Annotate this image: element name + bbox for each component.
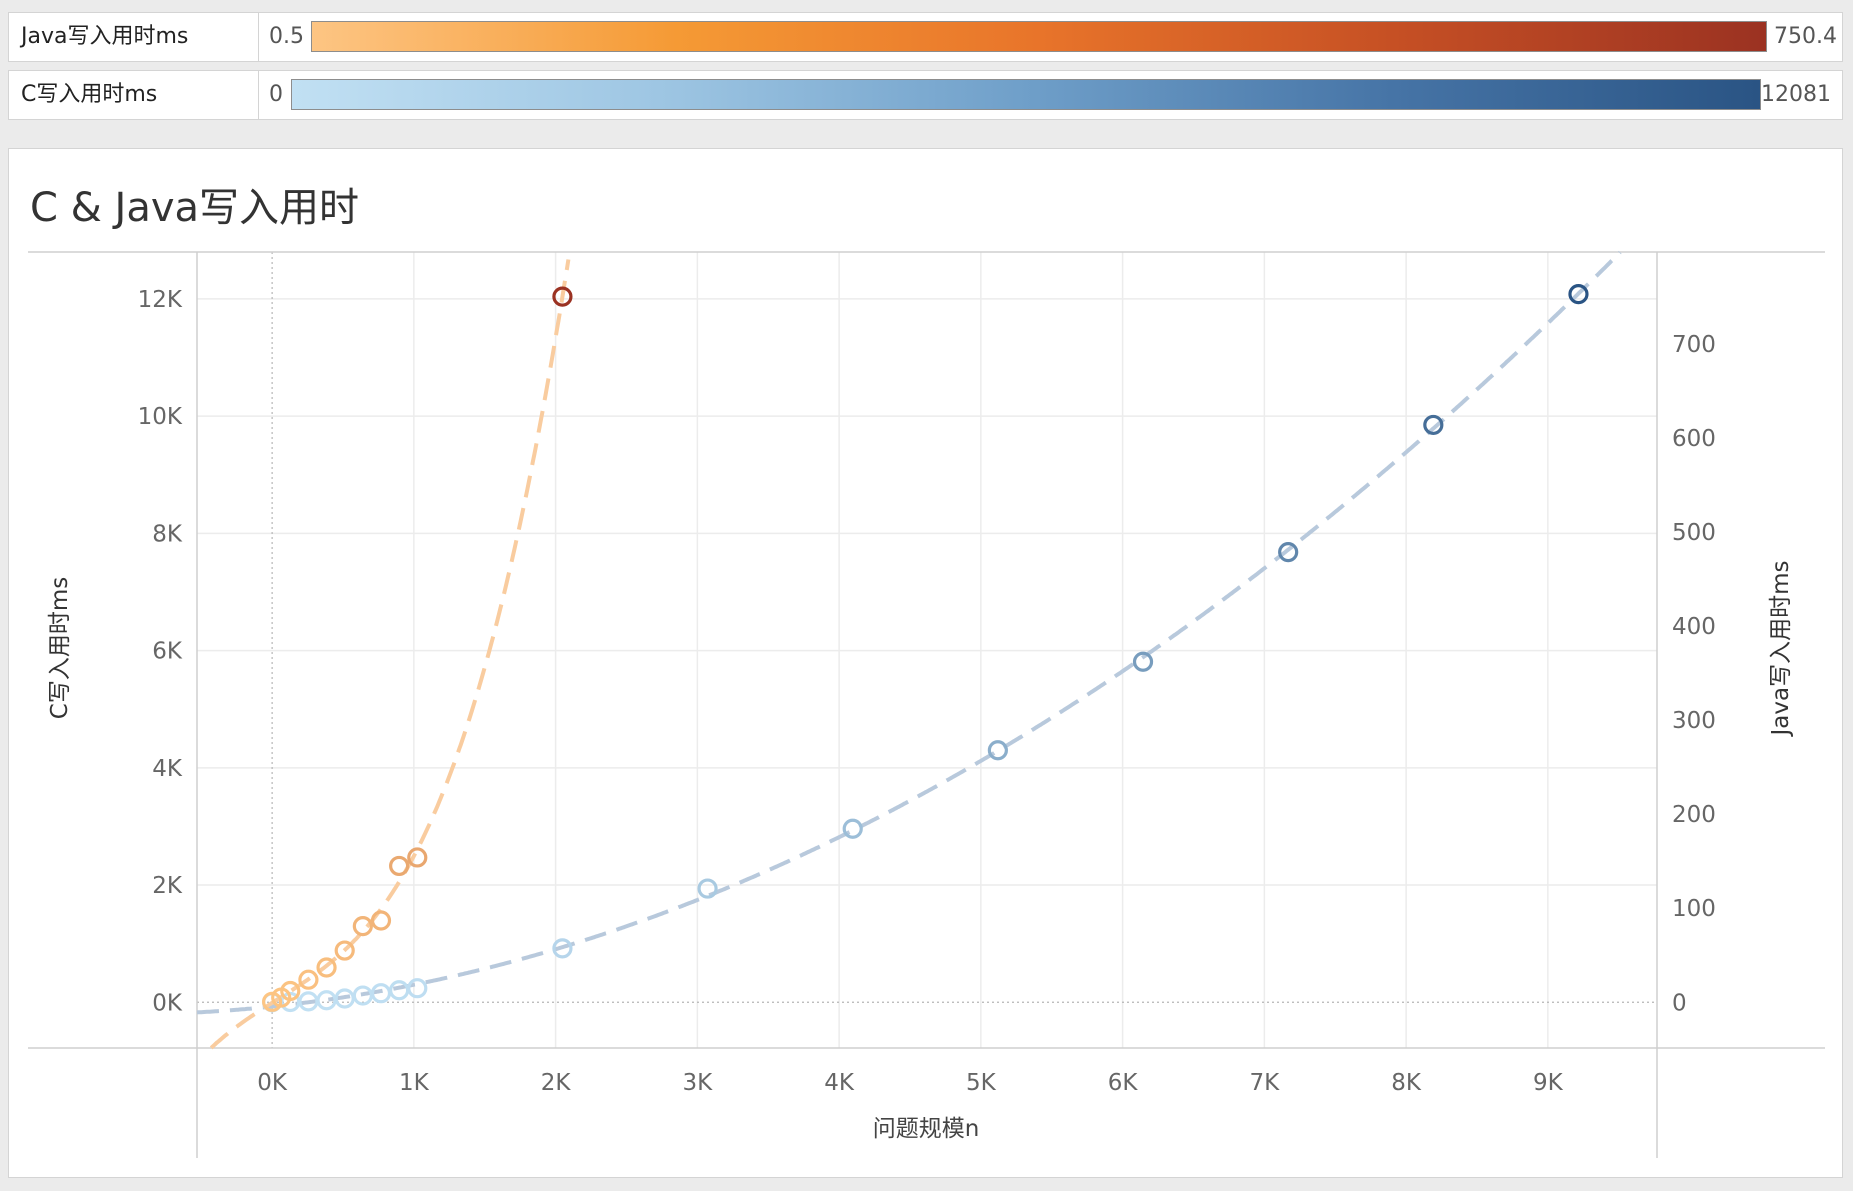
- c-gradient-bar: [291, 79, 1761, 110]
- y-left-tick-label: 6K: [152, 639, 183, 665]
- c-data-point: [697, 878, 718, 899]
- x-axis-ticks: 0K 1K 2K 3K 4K 5K 6K 7K 8K 9K: [257, 1070, 1563, 1096]
- y-right-tick-label: 400: [1672, 614, 1716, 640]
- c-data-point: [407, 978, 428, 999]
- x-tick-label: 7K: [1249, 1070, 1280, 1096]
- c-data-point: [552, 938, 573, 959]
- java-gradient-bar: [311, 21, 1767, 52]
- c-data-point: [987, 740, 1008, 761]
- y-right-tick-label: 300: [1672, 708, 1716, 734]
- c-data-point: [1568, 284, 1589, 305]
- java-color-legend: Java写入用时ms 0.5 750.4: [8, 12, 1843, 62]
- y-left-axis-ticks: 0K 2K 4K 6K 8K 10K 12K: [138, 287, 183, 1016]
- java-data-point: [389, 855, 410, 877]
- y-right-tick-label: 500: [1672, 520, 1716, 546]
- data-points: [262, 284, 1589, 1013]
- x-tick-label: 9K: [1533, 1070, 1564, 1096]
- java-data-point: [552, 286, 573, 307]
- y-right-tick-label: 600: [1672, 426, 1716, 452]
- x-tick-label: 4K: [824, 1070, 855, 1096]
- java-data-point: [298, 969, 319, 990]
- x-tick-label: 0K: [257, 1070, 288, 1096]
- java-legend-name: Java写入用时ms: [9, 13, 259, 61]
- trend-lines: [196, 250, 1622, 1050]
- y-left-tick-label: 8K: [152, 521, 183, 547]
- y-right-tick-label: 0: [1672, 990, 1687, 1016]
- c-legend-min: 0: [269, 82, 283, 107]
- y-right-axis-label: Java写入用时ms: [1768, 561, 1794, 738]
- y-left-tick-label: 10K: [138, 404, 183, 430]
- x-tick-label: 8K: [1391, 1070, 1422, 1096]
- c-data-point: [1278, 542, 1299, 563]
- x-tick-label: 3K: [683, 1070, 714, 1096]
- c-data-point: [389, 980, 410, 1001]
- y-right-axis-ticks: 0 100 200 300 400 500 600 700: [1672, 332, 1716, 1016]
- c-legend-name: C写入用时ms: [9, 71, 259, 119]
- y-left-axis-label: C写入用时ms: [47, 577, 73, 719]
- c-legend-max: 12081: [1761, 82, 1831, 107]
- y-left-tick-label: 4K: [152, 756, 183, 782]
- y-left-tick-label: 2K: [152, 873, 183, 899]
- y-right-tick-label: 100: [1672, 896, 1716, 922]
- c-data-point: [1132, 651, 1154, 672]
- y-right-tick-label: 200: [1672, 802, 1716, 828]
- java-data-point: [316, 957, 337, 978]
- x-tick-label: 1K: [399, 1070, 430, 1096]
- java-legend-min: 0.5: [269, 24, 304, 49]
- x-tick-label: 5K: [966, 1070, 997, 1096]
- x-tick-label: 2K: [541, 1070, 572, 1096]
- java-data-point: [334, 940, 355, 961]
- chart-title: C & Java写入用时: [30, 185, 360, 231]
- c-trend-line: [196, 250, 1622, 1015]
- java-data-point: [352, 916, 373, 937]
- grid-lines: [197, 252, 1657, 1048]
- x-tick-label: 6K: [1108, 1070, 1139, 1096]
- plot-frame: [28, 251, 1825, 1158]
- java-data-point: [407, 847, 428, 868]
- c-data-point: [1423, 414, 1444, 436]
- y-left-tick-label: 12K: [138, 287, 183, 313]
- x-axis-label: 问题规模n: [873, 1116, 980, 1142]
- java-legend-max: 750.4: [1774, 24, 1837, 49]
- java-data-point: [370, 910, 392, 931]
- y-left-tick-label: 0K: [152, 990, 183, 1016]
- y-right-tick-label: 700: [1672, 332, 1716, 358]
- java-data-point: [280, 980, 301, 1002]
- java-trend-line: [209, 259, 571, 1050]
- c-color-legend: C写入用时ms 0 12081: [8, 70, 1843, 120]
- c-data-point: [842, 818, 863, 839]
